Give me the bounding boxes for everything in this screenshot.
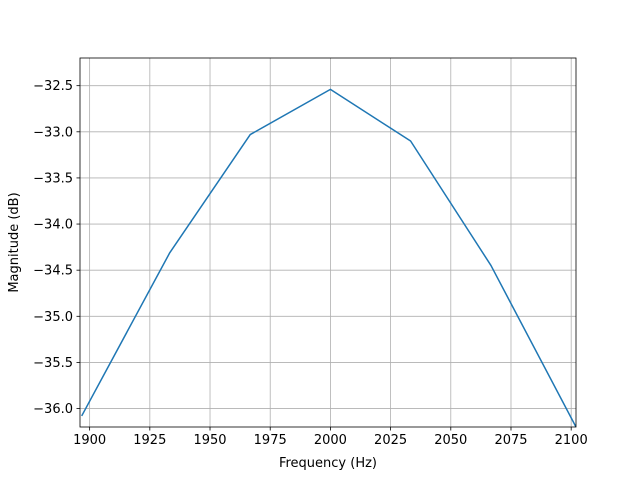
y-tick-label: −33.5 — [33, 171, 73, 186]
y-tick-label: −33.0 — [33, 125, 73, 140]
x-tick-label: 2000 — [314, 433, 347, 448]
x-tick-label: 1950 — [193, 433, 226, 448]
x-tick-label: 2025 — [374, 433, 407, 448]
x-tick-label: 2050 — [434, 433, 467, 448]
y-tick-label: −32.5 — [33, 79, 73, 94]
x-tick-label: 1925 — [133, 433, 166, 448]
x-tick-label: 2100 — [555, 433, 588, 448]
x-axis-label: Frequency (Hz) — [279, 456, 377, 471]
y-tick-label: −35.0 — [33, 310, 73, 325]
y-tick-label: −34.0 — [33, 218, 73, 233]
y-tick-label: −34.5 — [33, 264, 73, 279]
y-tick-label: −35.5 — [33, 356, 73, 371]
y-axis-label: Magnitude (dB) — [7, 192, 22, 292]
x-tick-label: 2075 — [494, 433, 527, 448]
x-tick-label: 1900 — [73, 433, 106, 448]
x-tick-label: 1975 — [254, 433, 287, 448]
y-tick-label: −36.0 — [33, 402, 73, 417]
